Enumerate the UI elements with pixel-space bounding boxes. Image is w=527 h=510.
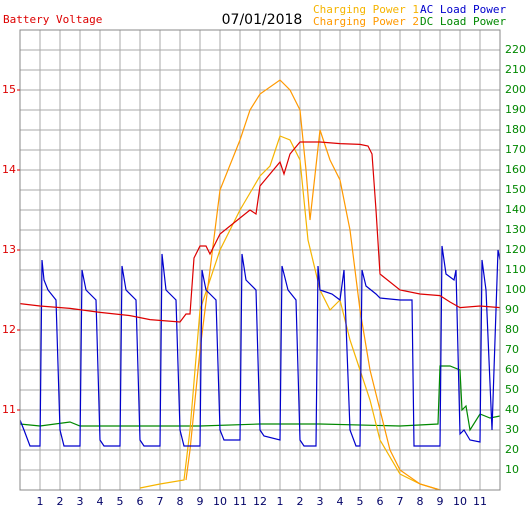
x-tick-label: 3 bbox=[317, 495, 324, 508]
y2-tick-label: 220 bbox=[505, 43, 526, 56]
y2-tick-label: 160 bbox=[505, 163, 526, 176]
y2-tick-label: 70 bbox=[505, 343, 519, 356]
plot-frame bbox=[19, 29, 501, 491]
x-tick-label: 10 bbox=[213, 495, 227, 508]
x-tick-label: 2 bbox=[57, 495, 64, 508]
x-tick-label: 7 bbox=[397, 495, 404, 508]
y-tick-label: 13 bbox=[2, 243, 16, 256]
y2-tick-label: 210 bbox=[505, 63, 526, 76]
y2-tick-label: 100 bbox=[505, 283, 526, 296]
x-tick-label: 6 bbox=[137, 495, 144, 508]
x-tick-label: 1 bbox=[37, 495, 44, 508]
y2-tick-label: 50 bbox=[505, 383, 519, 396]
x-tick-label: 7 bbox=[157, 495, 164, 508]
series-line bbox=[19, 245, 501, 447]
series-line bbox=[139, 135, 441, 491]
x-tick-label: 10 bbox=[453, 495, 467, 508]
y-tick-label: 12 bbox=[2, 323, 16, 336]
y2-tick-label: 190 bbox=[505, 103, 526, 116]
x-tick-label: 5 bbox=[357, 495, 364, 508]
x-tick-label: 2 bbox=[297, 495, 304, 508]
y2-tick-label: 80 bbox=[505, 323, 519, 336]
x-tick-label: 11 bbox=[233, 495, 247, 508]
y2-tick-label: 180 bbox=[505, 123, 526, 136]
y2-tick-label: 130 bbox=[505, 223, 526, 236]
y2-tick-label: 120 bbox=[505, 243, 526, 256]
x-tick-label: 5 bbox=[117, 495, 124, 508]
x-tick-label: 8 bbox=[177, 495, 184, 508]
lines bbox=[19, 79, 501, 491]
y2-tick-label: 30 bbox=[505, 423, 519, 436]
series-line bbox=[185, 79, 441, 491]
x-tick-label: 4 bbox=[337, 495, 344, 508]
legend-entry: Charging Power 1 bbox=[313, 3, 419, 16]
y-tick-label: 11 bbox=[2, 403, 16, 416]
y2-tick-label: 90 bbox=[505, 303, 519, 316]
legend-entry: Charging Power 2 bbox=[313, 15, 419, 28]
y2-tick-label: 170 bbox=[505, 143, 526, 156]
y2-tick-label: 60 bbox=[505, 363, 519, 376]
y-tick-label: 14 bbox=[2, 163, 16, 176]
y2-tick-label: 10 bbox=[505, 463, 519, 476]
x-tick-label: 8 bbox=[417, 495, 424, 508]
x-tick-label: 3 bbox=[77, 495, 84, 508]
chart-title: 07/01/2018 bbox=[222, 12, 303, 28]
x-tick-label: 11 bbox=[473, 495, 487, 508]
y2-tick-label: 110 bbox=[505, 263, 526, 276]
legend-entry: AC Load Power bbox=[420, 3, 506, 16]
x-tick-label: 4 bbox=[97, 495, 104, 508]
y2-tick-label: 20 bbox=[505, 443, 519, 456]
x-tick-label: 9 bbox=[437, 495, 444, 508]
y2-tick-label: 200 bbox=[505, 83, 526, 96]
x-tick-label: 12 bbox=[253, 495, 267, 508]
y2-tick-label: 140 bbox=[505, 203, 526, 216]
y2-tick-label: 150 bbox=[505, 183, 526, 196]
legend-entry: DC Load Power bbox=[420, 15, 506, 28]
x-tick-label: 1 bbox=[277, 495, 284, 508]
y2-tick-label: 40 bbox=[505, 403, 519, 416]
x-tick-label: 6 bbox=[377, 495, 384, 508]
y-tick-label: 15 bbox=[2, 83, 16, 96]
series-line bbox=[19, 141, 501, 323]
legend-entry: Battery Voltage bbox=[3, 13, 102, 26]
x-tick-label: 9 bbox=[197, 495, 204, 508]
